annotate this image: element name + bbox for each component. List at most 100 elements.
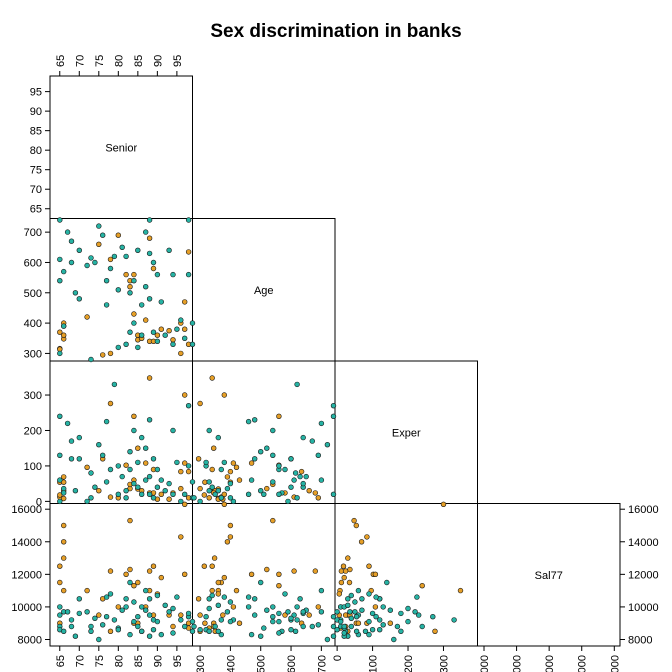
data-point [115, 626, 122, 633]
data-point [139, 332, 145, 338]
data-point [209, 592, 215, 599]
data-point [189, 618, 196, 625]
data-point [185, 249, 192, 255]
data-point [218, 466, 225, 473]
data-point [387, 620, 393, 626]
data-point [115, 491, 122, 497]
data-point [341, 623, 347, 630]
data-point [195, 456, 202, 462]
data-point [84, 609, 90, 615]
data-point [103, 479, 110, 485]
tick-label-left-age: 500 [24, 288, 42, 300]
data-point [150, 329, 157, 335]
tick-label-left-exper: 300 [24, 390, 42, 402]
data-point [182, 299, 188, 305]
data-point [276, 571, 282, 577]
data-point [107, 591, 114, 597]
data-point [84, 464, 90, 470]
data-point [258, 579, 264, 586]
data-point [185, 468, 192, 475]
data-point [300, 609, 306, 615]
data-point [212, 491, 218, 497]
data-point [209, 563, 215, 569]
data-point [182, 623, 188, 630]
data-point [230, 460, 237, 466]
points-layer [57, 217, 464, 643]
variable-label-age: Age [254, 285, 274, 297]
data-point [366, 563, 372, 569]
tick-label-bottom-exper: 0 [332, 655, 344, 661]
tick-label-bottom-sal77: 14000 [577, 655, 589, 672]
data-point [197, 626, 203, 633]
tick-label-bottom-senior: 65 [55, 655, 67, 667]
data-point [264, 566, 270, 573]
data-point [206, 479, 212, 485]
data-point [330, 623, 337, 630]
data-point [380, 622, 386, 628]
data-point [288, 626, 294, 633]
data-point [318, 420, 325, 427]
data-point [170, 341, 176, 347]
data-point [288, 615, 294, 621]
data-point [324, 442, 331, 448]
data-point [99, 352, 106, 358]
data-point [377, 626, 383, 633]
data-point [252, 456, 258, 462]
data-point [127, 579, 133, 586]
data-point [336, 591, 342, 597]
data-point [209, 587, 215, 594]
data-point [111, 617, 118, 623]
tick-label-bottom-senior: 80 [113, 655, 125, 667]
data-point [227, 468, 234, 475]
data-point [119, 244, 125, 251]
data-point [215, 591, 222, 597]
data-point [135, 613, 141, 620]
data-point [315, 452, 321, 458]
data-point [345, 602, 351, 608]
data-point [68, 259, 75, 266]
data-point [348, 592, 354, 599]
data-point [154, 484, 161, 490]
axes-layer: 65 70 75 80 85 90 95 65 70 75 80 85 90 95 300 400 500 600… [11, 55, 658, 672]
data-point [221, 459, 228, 466]
data-point [170, 427, 176, 434]
data-point [451, 617, 457, 623]
data-point [57, 217, 63, 223]
data-point [245, 418, 252, 425]
data-point [150, 495, 157, 501]
data-point [57, 350, 63, 357]
data-point [300, 480, 306, 487]
data-point [292, 628, 299, 634]
data-point [68, 617, 75, 623]
data-point [203, 459, 209, 466]
data-point [139, 302, 145, 308]
data-point [84, 587, 90, 594]
data-point [318, 477, 325, 483]
data-point [359, 607, 365, 613]
data-point [178, 612, 184, 618]
data-point [131, 480, 137, 487]
tick-label-bottom-exper: 100 [368, 655, 380, 672]
data-point [131, 599, 137, 605]
data-point [84, 498, 90, 505]
tick-label-bottom-exper: 200 [403, 655, 415, 672]
data-point [111, 381, 118, 388]
data-point [182, 501, 188, 507]
data-point [218, 617, 225, 623]
data-point [352, 599, 358, 605]
data-point [185, 403, 192, 409]
data-point [270, 479, 276, 485]
data-point [227, 522, 234, 529]
tick-label-left-sal77: 8000 [18, 634, 42, 646]
data-point [150, 456, 157, 462]
data-point [92, 484, 98, 490]
data-point [294, 495, 300, 501]
data-point [178, 498, 184, 505]
data-point [220, 612, 226, 618]
data-point [218, 495, 225, 501]
data-point [158, 491, 165, 497]
data-point [294, 604, 300, 610]
data-point [358, 539, 365, 545]
data-point [154, 618, 161, 625]
data-point [330, 413, 337, 419]
